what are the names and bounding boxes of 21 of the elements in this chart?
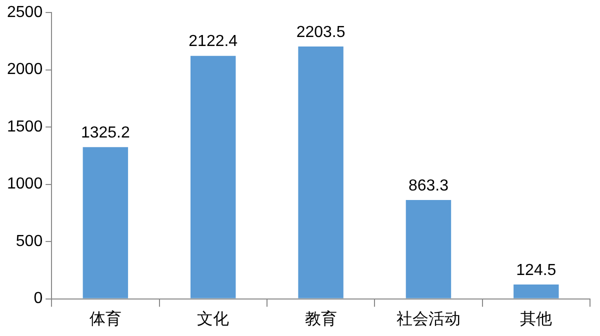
bar — [298, 46, 344, 298]
bar — [514, 284, 559, 298]
x-tick-label: 其他 — [520, 310, 552, 328]
y-tick-label: 1500 — [7, 118, 43, 136]
x-tick-label: 文化 — [197, 310, 230, 328]
bar — [82, 147, 128, 298]
y-tick-label: 1000 — [7, 176, 43, 193]
bar — [190, 56, 236, 298]
data-label: 2203.5 — [296, 24, 346, 41]
data-label: 1325.2 — [80, 124, 130, 142]
bar — [406, 200, 452, 298]
y-tick-label: 2500 — [7, 4, 43, 22]
data-label: 124.5 — [516, 262, 556, 279]
data-label: 863.3 — [408, 177, 449, 194]
data-label: 2122.4 — [188, 33, 238, 50]
y-tick-label: 2000 — [7, 61, 43, 78]
x-tick-label: 体育 — [89, 310, 122, 328]
y-tick-label: 500 — [16, 232, 43, 250]
x-tick-label: 社会活动 — [396, 310, 460, 328]
x-tick-label: 教育 — [304, 310, 337, 328]
y-tick-label: 0 — [34, 290, 43, 308]
